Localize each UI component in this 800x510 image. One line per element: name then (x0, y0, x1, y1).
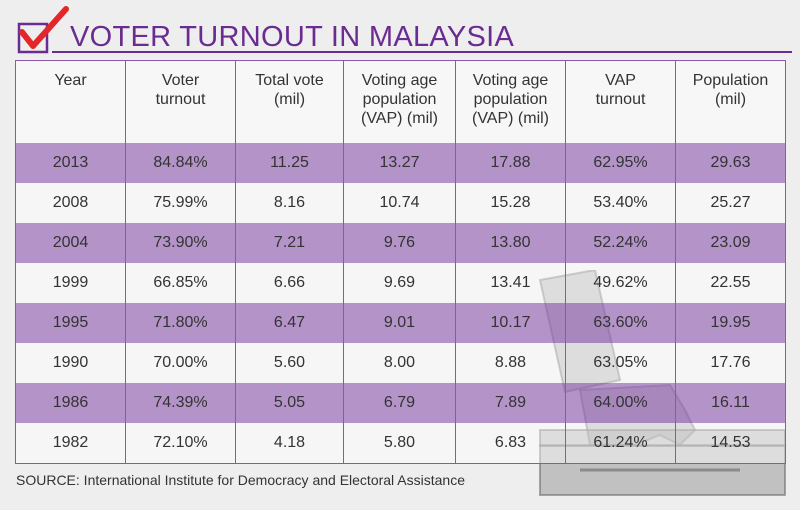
table-cell: 75.99% (125, 182, 236, 223)
table-cell: 1995 (15, 302, 126, 343)
table-cell: 17.76 (675, 342, 786, 383)
table-cell: 2004 (15, 222, 126, 263)
table-cell: 66.85% (125, 262, 236, 303)
column-header: VAP turnout (565, 60, 676, 143)
table-cell: 8.00 (343, 342, 456, 383)
source-note: SOURCE: International Institute for Demo… (16, 472, 465, 488)
table-cell: 4.18 (235, 422, 344, 464)
table-row: 1990 70.00% 5.60 8.00 8.88 63.05% 17.76 (15, 342, 786, 383)
table-cell: 2008 (15, 182, 126, 223)
column-header: Population (mil) (675, 60, 786, 143)
table-cell: 74.39% (125, 382, 236, 423)
table-row: 2013 84.84% 11.25 13.27 17.88 62.95% 29.63 (15, 142, 786, 183)
table-cell: 6.79 (343, 382, 456, 423)
table-cell: 10.74 (343, 182, 456, 223)
table-cell: 9.69 (343, 262, 456, 303)
table-cell: 52.24% (565, 222, 676, 263)
table-cell: 70.00% (125, 342, 236, 383)
table-cell: 23.09 (675, 222, 786, 263)
table-cell: 8.16 (235, 182, 344, 223)
table-cell: 63.60% (565, 302, 676, 343)
table-row: 2008 75.99% 8.16 10.74 15.28 53.40% 25.27 (15, 182, 786, 223)
title-bar: VOTER TURNOUT IN MALAYSIA (8, 6, 798, 56)
table-header-row: Year Voter turnout Total vote (mil) Voting… (15, 60, 786, 143)
table-cell: 13.27 (343, 142, 456, 183)
turnout-table: Year Voter turnout Total vote (mil) Voting… (15, 60, 786, 464)
table-cell: 1986 (15, 382, 126, 423)
column-header: Voter turnout (125, 60, 236, 143)
table-cell: 84.84% (125, 142, 236, 183)
table-cell: 5.05 (235, 382, 344, 423)
checkmark-box-icon (17, 6, 69, 54)
table-cell: 13.41 (455, 262, 566, 303)
table-cell: 72.10% (125, 422, 236, 464)
table-cell: 16.11 (675, 382, 786, 423)
table-cell: 53.40% (565, 182, 676, 223)
table-cell: 10.17 (455, 302, 566, 343)
table-cell: 1982 (15, 422, 126, 464)
table-row: 1999 66.85% 6.66 9.69 13.41 49.62% 22.55 (15, 262, 786, 303)
table-cell: 19.95 (675, 302, 786, 343)
table-cell: 22.55 (675, 262, 786, 303)
table-cell: 7.89 (455, 382, 566, 423)
table-cell: 13.80 (455, 222, 566, 263)
table-cell: 29.63 (675, 142, 786, 183)
table-cell: 9.76 (343, 222, 456, 263)
table-cell: 6.83 (455, 422, 566, 464)
table-row: 2004 73.90% 7.21 9.76 13.80 52.24% 23.09 (15, 222, 786, 263)
table-cell: 6.47 (235, 302, 344, 343)
table-cell: 17.88 (455, 142, 566, 183)
column-header: Total vote (mil) (235, 60, 344, 143)
table-cell: 15.28 (455, 182, 566, 223)
column-header: Voting age population (VAP) (mil) (455, 60, 566, 143)
table-cell: 49.62% (565, 262, 676, 303)
column-header: Voting age population (VAP) (mil) (343, 60, 456, 143)
table-row: 1995 71.80% 6.47 9.01 10.17 63.60% 19.95 (15, 302, 786, 343)
table-cell: 1990 (15, 342, 126, 383)
table-cell: 63.05% (565, 342, 676, 383)
column-header: Year (15, 60, 126, 143)
table-cell: 71.80% (125, 302, 236, 343)
table-cell: 6.66 (235, 262, 344, 303)
table-cell: 14.53 (675, 422, 786, 464)
table-cell: 11.25 (235, 142, 344, 183)
table-row: 1982 72.10% 4.18 5.80 6.83 61.24% 14.53 (15, 422, 786, 464)
table-cell: 1999 (15, 262, 126, 303)
table-cell: 8.88 (455, 342, 566, 383)
table-cell: 5.60 (235, 342, 344, 383)
table-cell: 61.24% (565, 422, 676, 464)
table-row: 1986 74.39% 5.05 6.79 7.89 64.00% 16.11 (15, 382, 786, 423)
table-cell: 5.80 (343, 422, 456, 464)
table-cell: 73.90% (125, 222, 236, 263)
chart-title: VOTER TURNOUT IN MALAYSIA (70, 21, 515, 53)
table-body: 2013 84.84% 11.25 13.27 17.88 62.95% 29.63 2008… (15, 142, 786, 464)
table-cell: 62.95% (565, 142, 676, 183)
table-cell: 25.27 (675, 182, 786, 223)
table-cell: 7.21 (235, 222, 344, 263)
table-cell: 9.01 (343, 302, 456, 343)
table-cell: 2013 (15, 142, 126, 183)
title-underline (52, 51, 792, 53)
table-cell: 64.00% (565, 382, 676, 423)
